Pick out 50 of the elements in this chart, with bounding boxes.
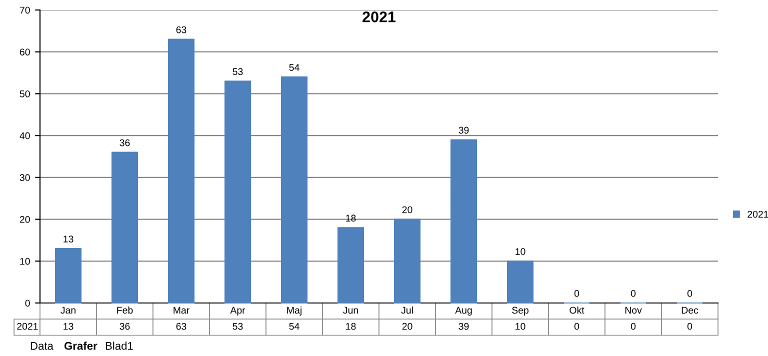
x-tick-label: Sep [512,306,528,316]
text: 10 [516,322,526,330]
x-tick-label: Apr [230,306,246,316]
y-tick-label: 40 [20,132,30,140]
legend-label: 2021 [748,210,768,218]
data-label: 63 [176,26,186,34]
y-tick-label: 10 [20,258,30,265]
x-tick-label: Nov [625,306,642,314]
text: Grafer [64,342,98,350]
data-label: 54 [289,64,300,71]
y-tick-label: 70 [20,6,30,14]
data-label: 53 [232,68,243,76]
text: 54 [289,323,300,330]
y-tick-label: 50 [20,90,30,98]
x-tick-label: Mar [174,306,190,314]
data-label: 0 [574,290,580,297]
data-label: 39 [458,126,469,134]
data-label: 18 [346,214,356,222]
x-tick-label: Maj [287,306,302,316]
x-tick-label: Okt [570,306,584,314]
y-tick-label: 20 [20,216,30,223]
text: Data [30,342,54,350]
chart-title: 2021 [362,12,396,22]
x-tick-label: Feb [117,306,133,314]
x-tick-label: Jul [401,306,413,314]
text: 63 [176,322,186,330]
x-tick-label: Aug [455,306,472,316]
x-tick-label: Jan [60,306,76,314]
text: 18 [346,322,356,330]
text: 39 [458,322,469,330]
x-tick-label: Dec [682,306,698,314]
data-label: 20 [402,206,412,214]
text: 53 [232,322,243,330]
chart-title: 2021 [17,322,38,330]
y-tick-label: 0 [25,300,30,307]
data-label: 13 [64,236,74,242]
text: 13 [64,322,74,330]
y-tick-label: 60 [20,48,30,56]
text: Blad1 [106,342,133,350]
data-label: 10 [516,248,526,256]
x-tick-label: Jun [343,306,358,314]
data-label: 36 [120,139,130,146]
text: 0 [687,322,692,330]
text: 36 [120,322,130,330]
text: 20 [402,322,412,330]
y-tick-label: 30 [20,174,30,182]
data-label: 0 [630,290,636,297]
text: 0 [630,322,636,330]
data-label: 0 [687,290,692,297]
text: 0 [574,322,580,330]
